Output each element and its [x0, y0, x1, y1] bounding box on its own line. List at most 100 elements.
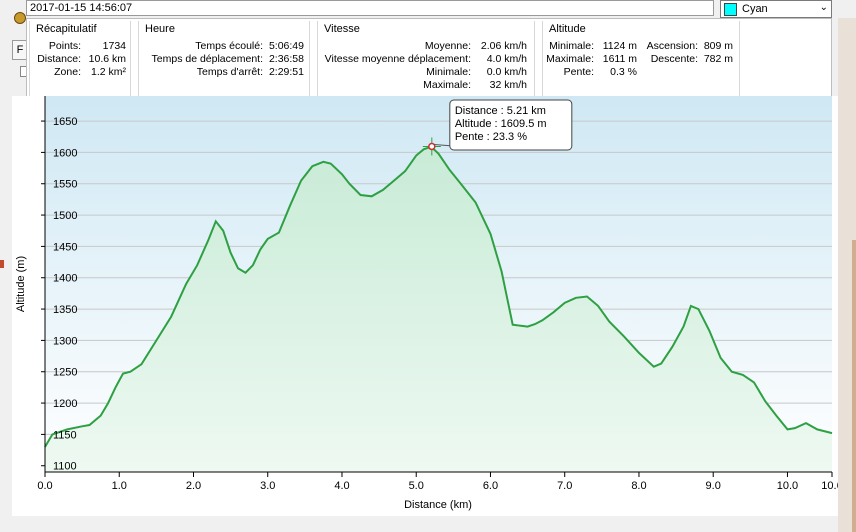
altitude-row-min: Minimale: 1124 m: [543, 40, 643, 53]
x-axis-label: Distance (km): [404, 499, 472, 511]
speed-row-min: Minimale: 0.0 km/h: [318, 66, 534, 79]
altitude-value: 0.3 %: [610, 66, 637, 78]
x-tick-label: 4.0: [334, 480, 349, 492]
altitude-label: Ascension:: [646, 40, 698, 52]
summary-title: Récapitulatif: [36, 23, 97, 35]
speed-label: Vitesse moyenne déplacement:: [324, 53, 471, 65]
y-tick-label: 1250: [53, 367, 77, 379]
x-tick-label: 2.0: [186, 480, 201, 492]
time-label: Temps de déplacement:: [151, 53, 263, 65]
x-tick-label: 7.0: [557, 480, 572, 492]
time-label: Temps d'arrêt:: [196, 66, 263, 78]
y-tick-label: 1450: [53, 241, 77, 253]
altitude-value: 1611 m: [602, 53, 637, 65]
x-ticks: 0.0 1.0 2.0 3.0 4.0 5.0 6.0 7.0 8.0 9.0 10.0 10.6: [37, 472, 843, 492]
summary-value: 10.6 km: [88, 53, 126, 65]
altitude-label: Pente:: [563, 66, 594, 78]
altitude-label: Maximale:: [546, 53, 594, 65]
speed-label: Minimale:: [426, 66, 471, 78]
tooltip-line: Pente : 23.3 %: [455, 131, 527, 143]
time-row-stopped: Temps d'arrêt: 2:29:51: [139, 66, 309, 79]
altitude-row-ascent: Ascension: 809 m: [641, 40, 739, 53]
summary-label: Distance:: [37, 53, 81, 65]
stats-panel: Récapitulatif Points: 1734 Distance: 10.…: [26, 18, 832, 98]
altitude-group: Altitude Minimale: 1124 m Maximale: 1611…: [542, 21, 740, 97]
altitude-value: 1124 m: [602, 40, 637, 52]
altitude-value: 809 m: [703, 40, 733, 52]
tooltip-line: Altitude : 1609.5 m: [455, 118, 547, 130]
elevation-chart[interactable]: 1100 1150 1200 1250 1300 1350 1400 1450 1500 1550…: [12, 96, 843, 516]
y-tick-label: 1600: [53, 147, 77, 159]
summary-row-points: Points: 1734: [30, 40, 130, 53]
summary-value: 1.2 km²: [90, 66, 126, 78]
speed-row-max: Maximale: 32 km/h: [318, 79, 534, 92]
speed-value: 2.06 km/h: [480, 40, 527, 52]
elevation-chart-panel: 1100 1150 1200 1250 1300 1350 1400 1450 1500 1550…: [12, 96, 843, 516]
background-map-edge: [838, 0, 856, 532]
x-tick-label: 9.0: [706, 480, 721, 492]
background-map-border: [852, 240, 856, 532]
tooltip-box: [449, 99, 573, 151]
altitude-label: Descente:: [650, 53, 698, 65]
cursor-marker: [422, 137, 441, 156]
speed-value: 32 km/h: [489, 79, 527, 91]
time-group: Heure Temps écoulé: 5:06:49 Temps de dép…: [138, 21, 310, 97]
time-value: 5:06:49: [268, 40, 304, 52]
x-tick-label: 5.0: [409, 480, 424, 492]
summary-value: 1734: [102, 40, 126, 52]
elevation-line: [44, 145, 833, 448]
summary-group: Récapitulatif Points: 1734 Distance: 10.…: [29, 21, 131, 97]
y-tick-label: 1100: [53, 461, 77, 473]
altitude-title: Altitude: [549, 23, 586, 35]
y-tick-label: 1150: [53, 429, 77, 441]
altitude-row-descent: Descente: 782 m: [641, 53, 739, 66]
altitude-value: 782 m: [703, 53, 733, 65]
altitude-row-slope: Pente: 0.3 %: [543, 66, 643, 79]
x-tick-label: 6.0: [483, 480, 498, 492]
speed-label: Moyenne:: [424, 40, 471, 52]
speed-value: 0.0 km/h: [486, 66, 527, 78]
summary-label: Points:: [48, 40, 81, 52]
datetime-field[interactable]: 2017-01-15 14:56:07: [26, 0, 714, 16]
speed-label: Maximale:: [423, 79, 471, 91]
x-tick-label: 3.0: [260, 480, 275, 492]
background-map-marker: [0, 260, 4, 268]
track-icon[interactable]: [14, 12, 26, 24]
y-tick-label: 1500: [53, 210, 77, 222]
y-tick-label: 1350: [53, 304, 77, 316]
altitude-row-max: Maximale: 1611 m: [543, 53, 643, 66]
color-dropdown[interactable]: Cyan ⌄: [720, 0, 832, 18]
time-value: 2:36:58: [268, 53, 304, 65]
x-tick-label: 8.0: [631, 480, 646, 492]
y-tick-label: 1550: [53, 179, 77, 191]
speed-row-moving-average: Vitesse moyenne déplacement: 4.0 km/h: [318, 53, 534, 66]
speed-group: Vitesse Moyenne: 2.06 km/h Vitesse moyen…: [317, 21, 535, 97]
y-tick-label: 1300: [53, 335, 77, 347]
marker-point: [428, 142, 436, 151]
summary-row-zone: Zone: 1.2 km²: [30, 66, 130, 79]
speed-title: Vitesse: [324, 23, 360, 35]
x-tick-label: 0.0: [37, 480, 52, 492]
color-dropdown-value: Cyan: [742, 3, 768, 15]
y-axis-label: Altitude (m): [15, 256, 27, 312]
x-tick-label: 1.0: [112, 480, 127, 492]
x-tick-label: 10.6: [821, 480, 838, 492]
y-tick-label: 1200: [53, 398, 77, 410]
x-tick-label: 10.0: [777, 480, 798, 492]
time-row-moving: Temps de déplacement: 2:36:58: [139, 53, 309, 66]
summary-row-distance: Distance: 10.6 km: [30, 53, 130, 66]
chevron-down-icon: ⌄: [819, 2, 828, 13]
time-row-elapsed: Temps écoulé: 5:06:49: [139, 40, 309, 53]
color-swatch: [724, 2, 737, 16]
y-tick-label: 1400: [53, 273, 77, 285]
summary-label: Zone:: [54, 66, 81, 78]
time-label: Temps écoulé:: [195, 40, 263, 52]
speed-row-average: Moyenne: 2.06 km/h: [318, 40, 534, 53]
speed-value: 4.0 km/h: [486, 53, 527, 65]
y-ticks: 1100 1150 1200 1250 1300 1350 1400 1450 1500 1550…: [41, 116, 77, 473]
time-value: 2:29:51: [268, 66, 304, 78]
tooltip-line: Distance : 5.21 km: [455, 105, 546, 117]
altitude-label: Minimale:: [549, 40, 594, 52]
y-tick-label: 1650: [53, 116, 77, 128]
